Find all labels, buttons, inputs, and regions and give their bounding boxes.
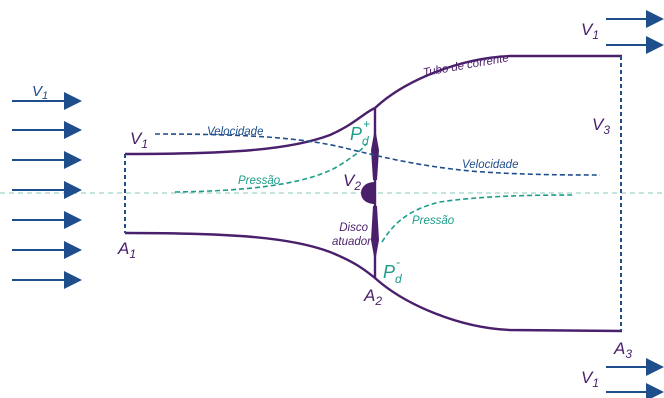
- arrow-right-icon: [12, 121, 82, 139]
- label-a2: A2: [363, 286, 382, 308]
- stream-tube-lower: [124, 231, 623, 333]
- inflow-arrows: [12, 92, 82, 289]
- actuator-disk-icon: [361, 108, 379, 278]
- arrow-right-icon: [606, 36, 664, 54]
- velocity-curve: [154, 133, 601, 176]
- label-velocity-right: Velocidade: [462, 159, 518, 171]
- label-v2: V2: [343, 171, 361, 193]
- label-v1-inlet: V1: [130, 129, 148, 151]
- label-a3: A3: [613, 339, 632, 361]
- arrow-right-icon: [12, 92, 82, 110]
- arrow-right-icon: [606, 383, 664, 398]
- pressure-curve-upstream: [174, 143, 367, 193]
- stream-tube-upper: [124, 54, 622, 156]
- arrow-right-icon: [12, 211, 82, 229]
- label-pressure-left: Pressão: [238, 175, 281, 187]
- arrow-right-icon: [12, 271, 82, 289]
- label-velocity-left: Velocidade: [207, 126, 263, 138]
- label-v3: V3: [592, 115, 610, 137]
- label-v1-outflow-top: V1: [581, 20, 599, 42]
- arrow-right-icon: [12, 181, 82, 199]
- label-pressure-right: Pressão: [412, 215, 455, 227]
- outflow-arrows-bottom: [606, 358, 664, 398]
- label-disk: Disco atuador: [332, 222, 372, 248]
- arrow-right-icon: [606, 10, 664, 28]
- label-v1-inflow: V1: [32, 83, 48, 102]
- label-pd-minus: Pd-: [383, 255, 402, 286]
- label-v1-outflow-bottom: V1: [581, 368, 599, 390]
- label-a1: A1: [117, 239, 136, 261]
- pressure-curve-downstream: [381, 194, 576, 243]
- arrow-right-icon: [12, 241, 82, 259]
- label-pd-plus: Pd+: [350, 117, 370, 148]
- label-tube: Tubo de corrente: [422, 52, 510, 79]
- arrow-right-icon: [606, 358, 664, 376]
- outflow-arrows-top: [606, 10, 664, 54]
- arrow-right-icon: [12, 151, 82, 169]
